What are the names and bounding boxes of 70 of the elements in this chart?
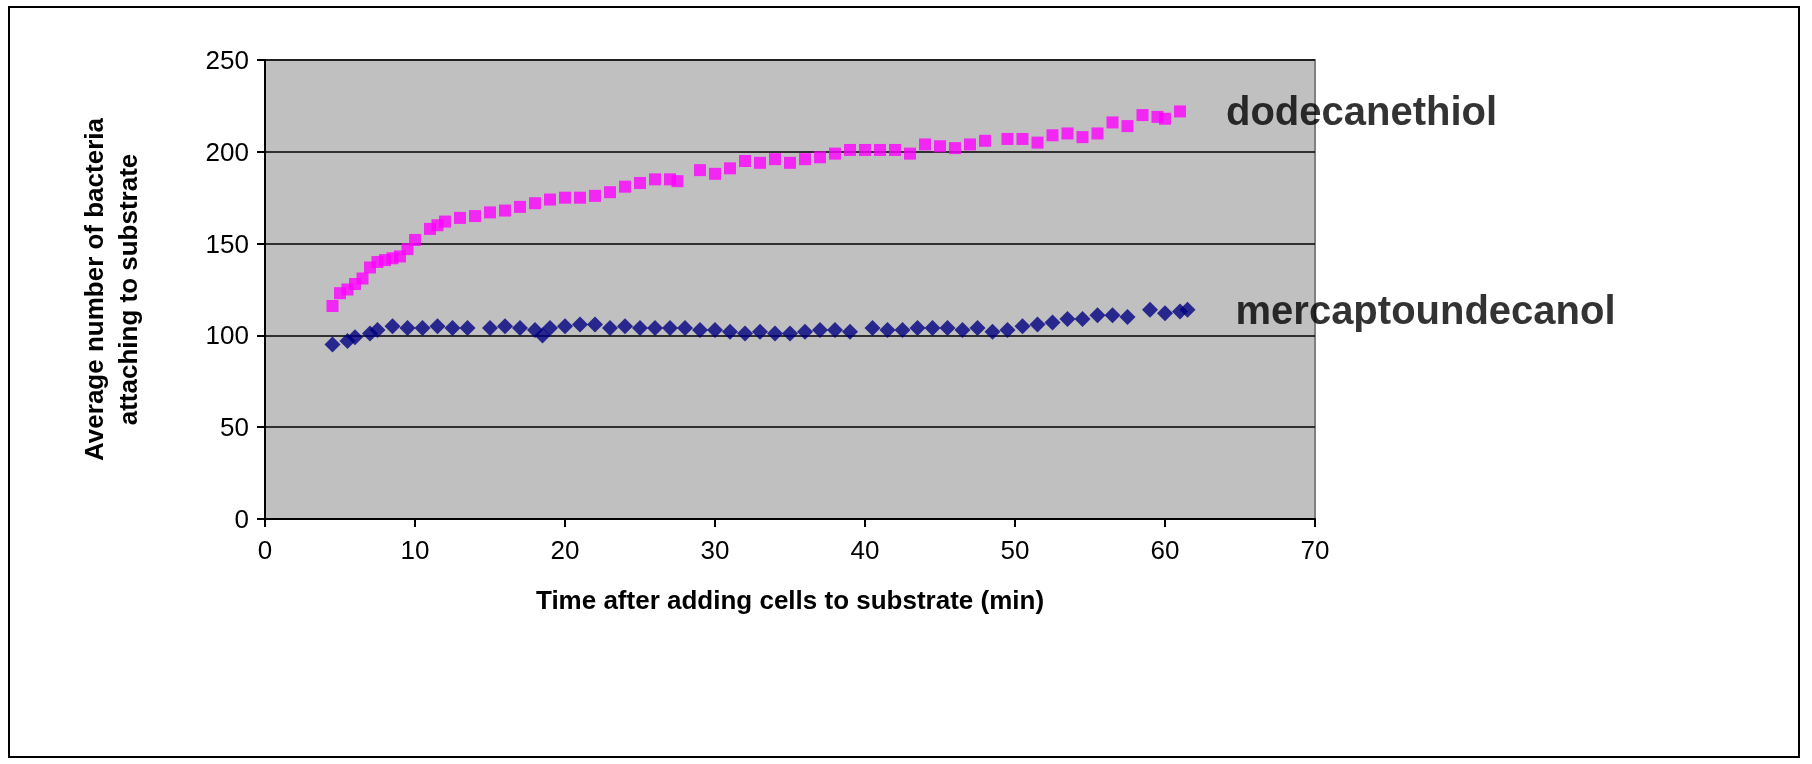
- point: [752, 323, 768, 340]
- x-tick-label: 40: [850, 535, 880, 565]
- point: [602, 320, 618, 337]
- point: [1044, 314, 1061, 331]
- point: [984, 323, 1001, 340]
- point: [864, 320, 881, 337]
- point: [677, 320, 693, 337]
- point: [399, 320, 416, 337]
- point: [429, 318, 446, 335]
- point: [512, 320, 528, 337]
- point: [324, 336, 341, 353]
- point: [954, 321, 971, 338]
- point: [737, 325, 753, 342]
- x-tick-label: 30: [700, 535, 730, 565]
- point: [384, 318, 401, 335]
- y-tick-label: 250: [205, 45, 249, 75]
- point: [459, 320, 476, 337]
- point: [1074, 310, 1091, 327]
- x-tick-label: 10: [400, 535, 430, 565]
- x-tick-label: 20: [550, 535, 580, 565]
- y-tick-label: 50: [220, 412, 249, 443]
- point: [587, 316, 603, 333]
- y-tick-label: 100: [205, 320, 249, 351]
- y-tick-label: 200: [205, 136, 249, 167]
- x-tick-label: 60: [1150, 535, 1180, 565]
- point: [1029, 316, 1046, 333]
- y-tick-label: 150: [205, 228, 249, 259]
- point: [497, 318, 513, 335]
- x-tick-label: 70: [1300, 535, 1330, 565]
- x-tick-label: 50: [1000, 535, 1030, 565]
- point: [842, 323, 858, 340]
- point: [939, 320, 956, 337]
- point: [879, 321, 896, 338]
- point: [444, 320, 461, 337]
- point: [632, 320, 648, 337]
- point: [1157, 305, 1173, 322]
- point: [707, 321, 723, 338]
- point: [969, 320, 986, 337]
- point: [542, 320, 558, 337]
- point: [1119, 309, 1136, 326]
- point: [782, 325, 798, 342]
- point: [1104, 307, 1121, 324]
- point: [414, 320, 431, 337]
- x-axis-title: Time after adding cells to substrate (min): [535, 585, 1045, 615]
- point: [1014, 318, 1031, 335]
- point: [767, 325, 783, 342]
- point: [1179, 301, 1196, 318]
- point: [692, 321, 708, 338]
- point: [1089, 307, 1106, 324]
- point: [557, 318, 573, 335]
- point: [482, 320, 498, 337]
- point: [647, 320, 663, 337]
- point: [617, 318, 633, 335]
- point: [827, 321, 843, 338]
- point: [572, 316, 588, 333]
- point: [812, 321, 828, 338]
- point: [909, 320, 926, 337]
- point: [662, 320, 678, 337]
- point: [347, 329, 363, 346]
- point: [797, 323, 813, 340]
- point: [1059, 310, 1076, 327]
- x-tick-label: 0: [257, 535, 273, 565]
- point: [1142, 301, 1158, 318]
- point: [369, 321, 386, 338]
- y-axis-title: Average number of bacteria attaching to substrate: [79, 117, 143, 461]
- point: [999, 321, 1016, 338]
- point: [924, 320, 941, 337]
- y-tick-label: 0: [234, 504, 249, 534]
- point: [722, 323, 738, 340]
- point: [894, 321, 911, 338]
